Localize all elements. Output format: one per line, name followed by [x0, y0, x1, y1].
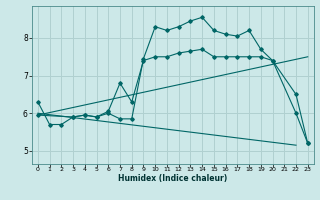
- X-axis label: Humidex (Indice chaleur): Humidex (Indice chaleur): [118, 174, 228, 183]
